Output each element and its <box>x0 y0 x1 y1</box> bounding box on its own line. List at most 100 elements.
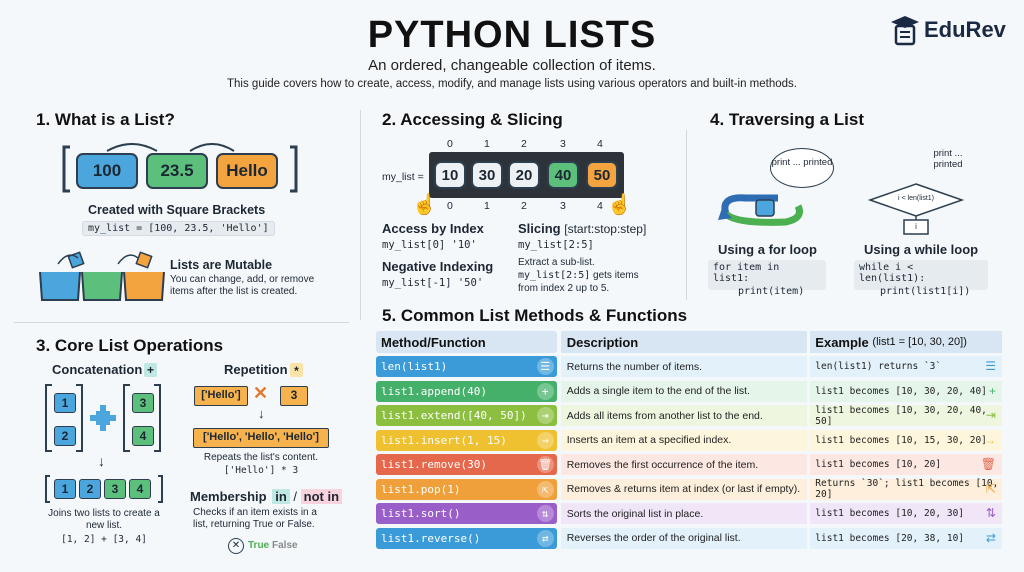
example-cell: list1 becomes [10, 30, 20, 40] + <box>810 380 1002 402</box>
plus-icon: + <box>988 383 996 398</box>
page-subtitle: An ordered, changeable collection of ite… <box>368 57 656 74</box>
repetition-symbol: * <box>290 363 303 378</box>
method-cell: list1.sort() ⇅ <box>376 503 557 524</box>
index-label: 3 <box>560 200 566 212</box>
example-text: list1 becomes [10, 20, 30] <box>815 508 965 519</box>
mutable-text: You can change, add, or remove items aft… <box>170 274 315 297</box>
sort-icon: ⇅ <box>536 505 554 522</box>
concat-text: Joins two lists to create a new list. <box>48 508 160 531</box>
slicing-syntax: [start:stop:step] <box>564 222 647 236</box>
membership-not-in: not in <box>300 489 343 504</box>
result-item: 3 <box>104 479 126 499</box>
graduation-cap-icon <box>891 16 919 46</box>
result-brackets <box>45 475 163 503</box>
slicing-code: my_list[2:5] <box>518 239 594 251</box>
mutable-title: Lists are Mutable <box>170 258 273 272</box>
list-a-item: 2 <box>54 426 76 446</box>
table-header-row: Method/Function Description Example (lis… <box>376 330 1002 354</box>
sort-icon: ⇅ <box>985 506 996 520</box>
print-label: print ... printed <box>933 148 963 170</box>
description-cell: Adds all items from another list to the … <box>560 405 808 426</box>
concat-code: [1, 2] + [3, 4] <box>61 534 147 545</box>
method-cell: list1.insert(1, 15) → <box>376 429 557 451</box>
arrow-down-icon: ↓ <box>258 406 265 421</box>
example-cell: list1 becomes [10, 30, 20, 40, 50] ⇥ <box>810 405 1002 427</box>
example-text: list1 becomes [10, 30, 20, 40] <box>815 385 987 397</box>
slicing-explain-code: my_list[2:5] <box>518 270 591 281</box>
for-code-line: for item in list1: <box>713 262 780 284</box>
list-icon: ☰ <box>985 359 996 373</box>
example-text: list1 becomes [10, 20] <box>815 459 942 470</box>
method-cell: list1.remove(30) 🗑 <box>376 454 557 475</box>
method-cell: list1.pop(1) ⇱ <box>376 478 557 500</box>
example-text: list1 becomes [10, 15, 30, 20] <box>815 434 987 446</box>
var-label: my_list = <box>382 171 424 183</box>
method-name: list1.insert(1, 15) <box>381 433 507 447</box>
example-cell: list1 becomes [20, 38, 10] ⇄ <box>810 527 1002 549</box>
index-label: 4 <box>597 138 603 150</box>
index-label: 2 <box>521 200 527 212</box>
plus-icon: + <box>536 382 554 400</box>
table-row: list1.remove(30) 🗑 Removes the first occu… <box>376 453 1002 477</box>
arrow-right-icon: → <box>983 432 996 447</box>
while-title: Using a while loop <box>864 242 979 257</box>
pop-icon: ⇱ <box>536 480 554 498</box>
membership-title-row: Membership in / not in <box>190 489 343 504</box>
column-header-text: Example <box>815 334 869 350</box>
method-name: list1.extend([40, 50]) <box>381 409 527 422</box>
repetition-title: Repetition <box>224 362 288 377</box>
list-cell: 10 <box>434 161 466 189</box>
list-cell: 30 <box>471 161 503 189</box>
trash-icon: 🗑 <box>536 456 554 473</box>
negative-title: Negative Indexing <box>382 259 494 274</box>
edurev-logo[interactable]: EduRev <box>890 10 1018 50</box>
method-cell: len(list1) ☰ <box>376 356 557 377</box>
while-code-block: while i < len(list1): print(list1[i]) <box>854 260 988 297</box>
concat-title: Concatenation <box>52 362 143 377</box>
multiply-icon: ✕ <box>253 383 269 403</box>
table-row: len(list1) ☰ Returns the number of items.… <box>376 355 1002 379</box>
reverse-icon: ⇄ <box>985 530 996 545</box>
access-code: my_list[0] '10' <box>382 239 477 251</box>
index-label: 2 <box>521 138 527 150</box>
index-label: 4 <box>597 200 603 212</box>
list-cell: 40 <box>547 161 579 189</box>
section3-heading: 3. Core List Operations <box>36 336 224 355</box>
description-cell: Removes the first occurrence of the item… <box>560 454 808 475</box>
repetition-text: Repeats the list's content. <box>203 452 319 463</box>
negative-code: my_list[-1] '50' <box>382 277 484 289</box>
table-row: list1.sort() ⇅ Sorts the original list in… <box>376 502 1002 526</box>
page-title: PYTHON LISTS <box>367 14 657 56</box>
description-cell: Removes & returns item at index (or last… <box>560 478 808 500</box>
trash-icon: 🗑 <box>980 457 996 471</box>
method-cell: list1.reverse() ⇄ <box>376 527 557 549</box>
list-a-item: 1 <box>54 393 76 413</box>
access-title: Access by Index <box>382 221 484 236</box>
mutable-buckets-icon <box>39 251 165 301</box>
repetition-item: ['Hello'] <box>194 386 248 406</box>
list-b-item: 3 <box>132 393 154 413</box>
table-row: list1.pop(1) ⇱ Removes & returns item at … <box>376 477 1002 501</box>
description-cell: Returns the number of items. <box>560 356 808 377</box>
section2-heading: 2. Accessing & Slicing <box>382 110 563 129</box>
while-flow-icon <box>867 183 965 235</box>
list-cell: 20 <box>508 161 540 189</box>
membership-false: False <box>272 540 298 551</box>
created-code: my_list = [100, 23.5, 'Hello'] <box>82 221 275 236</box>
membership-in: in <box>272 489 290 504</box>
list-cell: 50 <box>586 161 618 189</box>
concat-diagram <box>45 384 161 452</box>
membership-slash: / <box>293 489 298 504</box>
result-item: 4 <box>129 479 151 499</box>
index-label: 1 <box>484 200 490 212</box>
pop-icon: ⇱ <box>985 481 996 496</box>
concat-symbol: + <box>144 363 157 377</box>
table-row: list1.append(40) + Adds a single item to … <box>376 379 1002 403</box>
pointing-hand-icon: ☝ <box>412 194 437 216</box>
divider <box>14 322 349 323</box>
example-cell: list1 becomes [10, 20, 30] ⇅ <box>810 503 1002 524</box>
method-name: list1.append(40) <box>381 384 487 398</box>
for-title: Using a for loop <box>718 242 817 257</box>
result-item: 2 <box>79 479 101 499</box>
bracket-arrows <box>62 143 298 193</box>
